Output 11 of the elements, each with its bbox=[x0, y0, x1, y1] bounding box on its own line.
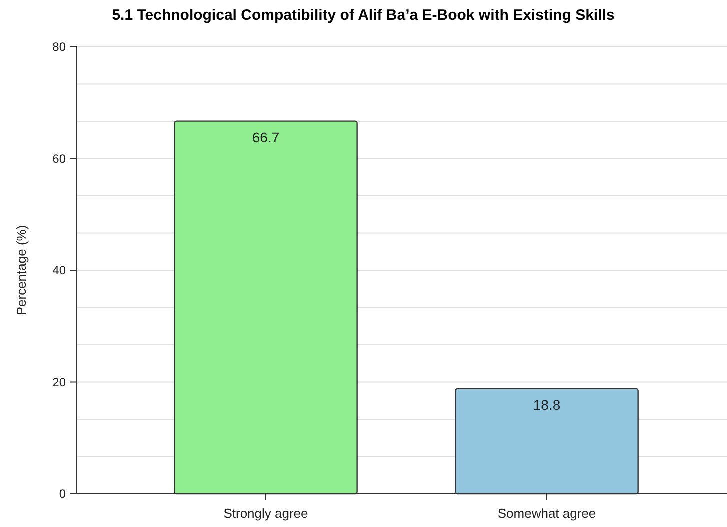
y-tick-label: 60 bbox=[52, 152, 66, 166]
y-tick-label: 40 bbox=[52, 264, 66, 278]
y-tick-label: 80 bbox=[52, 40, 66, 54]
y-tick-label: 20 bbox=[52, 375, 66, 390]
chart-title: 5.1 Technological Compatibility of Alif Ba’a E-Book with Existing Skills bbox=[112, 7, 615, 24]
x-tick-label: Somewhat agree bbox=[498, 506, 596, 521]
x-tick-label: Strongly agree bbox=[224, 506, 308, 521]
y-tick-label: 0 bbox=[59, 487, 66, 502]
data-label: 66.7 bbox=[252, 129, 280, 146]
y-axis-title: Percentage (%) bbox=[14, 225, 29, 316]
data-label: 18.8 bbox=[533, 396, 561, 413]
